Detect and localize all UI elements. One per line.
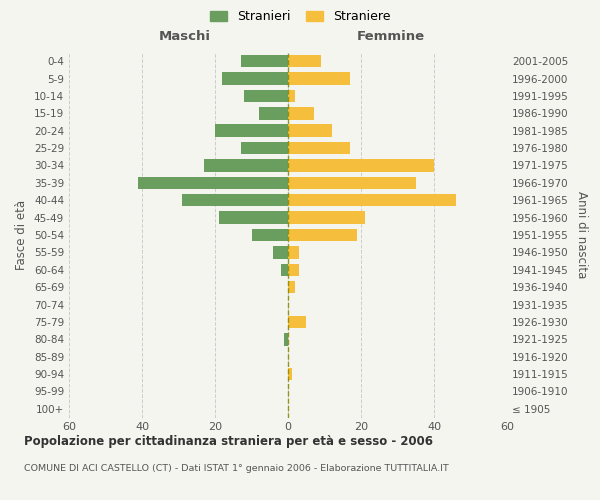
Bar (223, 72, 288, 85)
Bar (139, 176, 288, 189)
Bar (241, 142, 288, 154)
Bar (215, 124, 288, 137)
Y-axis label: Anni di nascita: Anni di nascita (575, 192, 588, 278)
Text: COMUNE DI ACI CASTELLO (CT) - Dati ISTAT 1° gennaio 2006 - Elaborazione TUTTITAL: COMUNE DI ACI CASTELLO (CT) - Dati ISTAT… (24, 464, 449, 473)
Bar (288, 72, 350, 85)
Bar (288, 176, 416, 189)
Bar (288, 55, 321, 68)
Bar (288, 212, 365, 224)
Bar (288, 107, 314, 120)
Bar (288, 124, 332, 137)
Bar (288, 368, 292, 380)
Bar (288, 264, 299, 276)
Bar (182, 194, 288, 206)
Bar (259, 107, 288, 120)
Bar (288, 316, 306, 328)
Text: Popolazione per cittadinanza straniera per età e sesso - 2006: Popolazione per cittadinanza straniera p… (24, 435, 433, 448)
Bar (274, 246, 288, 258)
Bar (284, 333, 288, 345)
Text: Femmine: Femmine (357, 30, 425, 44)
Bar (244, 90, 288, 102)
Legend: Stranieri, Straniere: Stranieri, Straniere (206, 6, 394, 26)
Bar (288, 281, 295, 293)
Text: Maschi: Maschi (159, 30, 211, 44)
Bar (288, 246, 299, 258)
Bar (288, 194, 456, 206)
Bar (204, 159, 288, 172)
Bar (281, 264, 288, 276)
Bar (251, 228, 288, 241)
Bar (288, 159, 434, 172)
Bar (288, 142, 350, 154)
Bar (241, 55, 288, 68)
Bar (288, 228, 358, 241)
Y-axis label: Fasce di età: Fasce di età (16, 200, 28, 270)
Bar (288, 90, 295, 102)
Bar (218, 212, 288, 224)
